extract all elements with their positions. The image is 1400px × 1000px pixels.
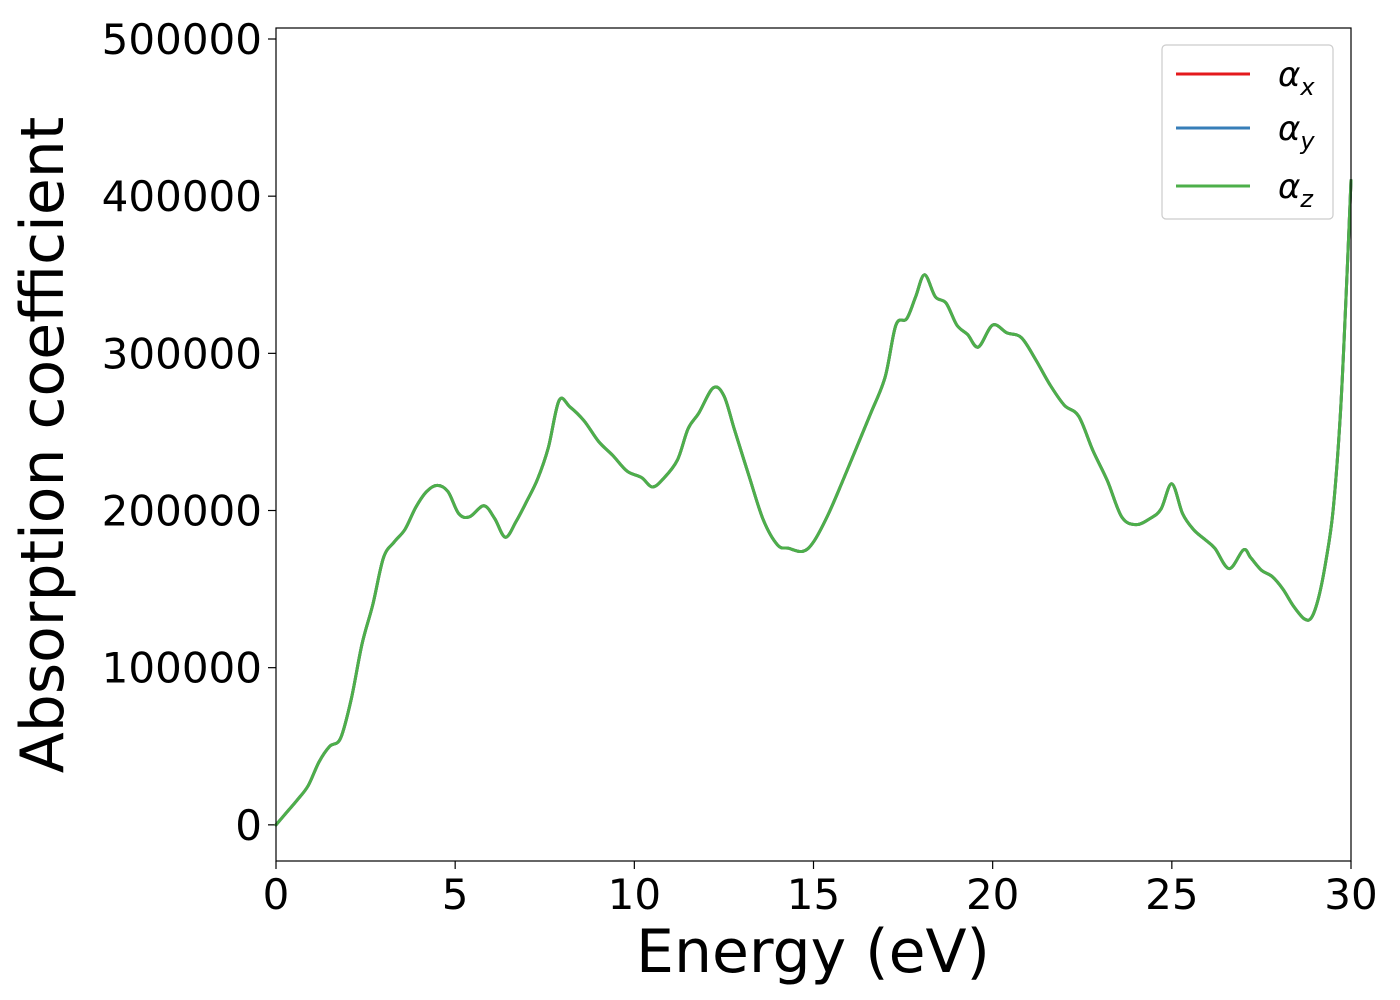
y-tick-label: 0 [235, 801, 262, 850]
legend-label-alpha-y: αy [1278, 109, 1315, 155]
legend-label-subscript: y [1299, 127, 1315, 155]
legend-label-alpha-z: αz [1278, 167, 1314, 213]
y-tick-label: 100000 [102, 644, 262, 693]
legend-label-symbol: α [1278, 167, 1300, 207]
x-tick-label: 10 [608, 870, 661, 919]
y-tick-label: 300000 [102, 329, 262, 378]
x-tick-label: 20 [966, 870, 1019, 919]
x-axis-ticks: 0 5 10 15 20 25 30 [263, 861, 1378, 919]
series-line-alpha-z [274, 178, 1353, 827]
series-layer [274, 178, 1353, 827]
x-tick-label: 5 [442, 870, 469, 919]
y-tick-label: 500000 [102, 15, 262, 64]
legend-label-subscript: x [1299, 73, 1315, 101]
legend-label-symbol: α [1278, 55, 1300, 95]
y-tick-label: 200000 [102, 487, 262, 536]
x-tick-label: 0 [263, 870, 290, 919]
plot-frame [275, 27, 1352, 862]
legend-label-symbol: α [1278, 109, 1300, 149]
x-tick-label: 30 [1324, 870, 1377, 919]
x-tick-label: 15 [787, 870, 840, 919]
legend-frame [1161, 44, 1334, 220]
legend-label-subscript: z [1299, 185, 1314, 213]
x-tick-label: 25 [1145, 870, 1198, 919]
x-axis-title: Energy (eV) [636, 917, 990, 987]
y-tick-label: 400000 [102, 172, 262, 221]
legend-label-alpha-x: αx [1278, 55, 1315, 101]
y-axis-ticks: 0 100000 200000 300000 400000 500000 [102, 15, 276, 850]
y-axis-title: Absorption coefficient [8, 117, 78, 774]
